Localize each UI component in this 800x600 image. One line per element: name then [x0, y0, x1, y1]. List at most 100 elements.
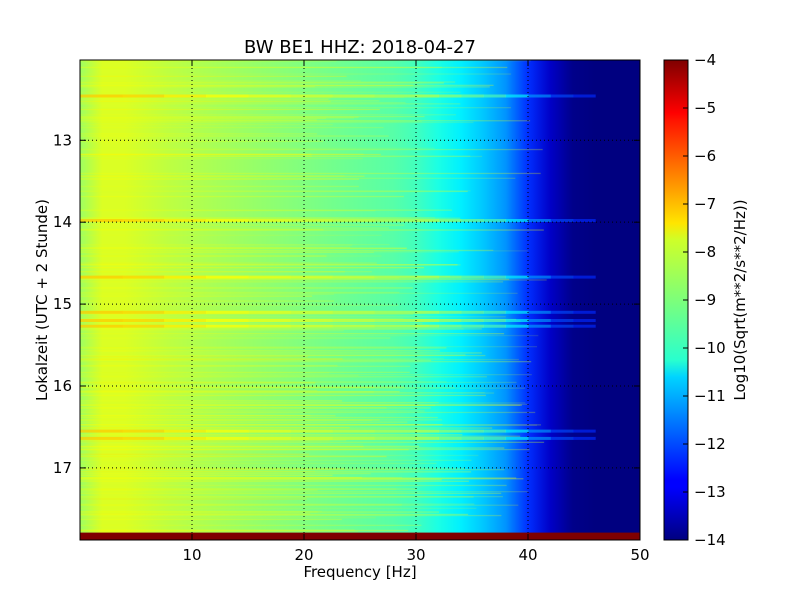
event-band-segment	[572, 219, 596, 222]
event-band-segment	[332, 324, 375, 328]
event-band-segment	[248, 436, 291, 440]
noise-streak	[80, 415, 336, 417]
noise-streak	[80, 449, 409, 451]
noise-streak	[80, 354, 486, 357]
noise-streak	[80, 424, 537, 426]
colorbar-tick-label: −8	[694, 243, 716, 261]
event-band-segment	[248, 310, 291, 314]
y-axis: 13 14 15 16 17	[53, 131, 640, 477]
noise-streak	[80, 86, 315, 88]
noise-streak	[80, 249, 494, 251]
plot-area	[80, 60, 640, 540]
noise-streak	[80, 472, 371, 475]
event-band-segment	[416, 94, 439, 98]
noise-streak	[80, 356, 308, 358]
colorbar-tick-label: −14	[694, 531, 726, 549]
noise-streak	[80, 217, 461, 219]
noise-streak	[80, 172, 541, 175]
noise-streak	[80, 513, 311, 515]
noise-streak	[80, 467, 465, 470]
event-band-segment	[438, 275, 462, 279]
noise-streak	[80, 108, 380, 111]
noise-streak	[80, 190, 468, 193]
noise-streak	[80, 155, 312, 157]
noise-streak	[80, 376, 487, 378]
event-band-segment	[332, 94, 375, 98]
noise-streak	[80, 86, 490, 88]
noise-streak	[80, 504, 519, 506]
noise-streak	[80, 414, 311, 417]
noise-streak	[80, 292, 518, 294]
event-band-segment	[438, 436, 462, 440]
colorbar-tick-label: −5	[694, 99, 716, 117]
event-band-segment	[550, 94, 574, 98]
event-band-segment	[528, 319, 551, 322]
noise-streak	[80, 392, 485, 394]
event-band-segment	[550, 310, 574, 314]
event-band-segment	[438, 219, 462, 222]
x-tick-label: 40	[518, 546, 537, 564]
noise-streak	[80, 476, 362, 479]
noise-streak	[80, 244, 390, 246]
grid-lines	[80, 60, 640, 540]
colorbar-label: Log10(Sqrt(m**2/s**2/Hz))	[731, 199, 749, 400]
noise-streak	[80, 357, 444, 360]
event-band-segment	[122, 219, 165, 222]
x-tick-label: 50	[630, 546, 649, 564]
event-band-segment	[122, 324, 165, 328]
event-band-segment	[416, 319, 439, 322]
noise-streak	[80, 60, 531, 62]
event-band-segment	[164, 310, 207, 314]
event-band-segment	[164, 219, 207, 222]
colorbar-ticks: −4 −5 −6 −7 −8 −9 −10 −11 −12 −13 −14	[683, 51, 726, 549]
event-band-segment	[483, 429, 507, 433]
x-tick-label: 10	[182, 546, 201, 564]
noise-streak	[80, 404, 521, 406]
noise-streak	[80, 389, 318, 392]
noise-streak	[80, 503, 475, 505]
noise-streak	[80, 119, 317, 121]
noise-streak	[80, 386, 405, 388]
event-band-segment	[248, 429, 291, 433]
noise-streak	[80, 427, 350, 429]
event-band-segment	[248, 324, 291, 328]
event-band-segment	[572, 275, 596, 279]
noise-streak	[80, 455, 386, 457]
noise-streak	[80, 448, 530, 451]
noise-streak	[80, 84, 494, 86]
colorbar-tick-label: −10	[694, 339, 726, 357]
noise-streak	[80, 492, 502, 494]
noise-streak	[80, 434, 463, 436]
event-band-segment	[206, 324, 249, 328]
noise-streak	[80, 456, 387, 458]
event-band-segment	[528, 324, 551, 328]
noise-streak	[80, 484, 507, 487]
event-band-segment	[505, 219, 529, 222]
y-axis-label: Lokalzeit (UTC + 2 Stunde)	[33, 199, 51, 401]
plot-frame	[79, 59, 641, 541]
noise-streak	[80, 447, 505, 449]
event-band-segment	[164, 275, 207, 279]
noise-streak	[80, 120, 422, 123]
noise-streak	[80, 510, 322, 513]
x-tick-label: 20	[294, 546, 313, 564]
noise-streak	[80, 287, 413, 289]
noise-streak	[80, 329, 344, 332]
noise-streak	[80, 190, 471, 192]
noise-streak	[80, 120, 531, 122]
event-band-segment	[374, 324, 417, 328]
noise-streak	[80, 124, 333, 126]
saturated-band	[80, 532, 640, 540]
noise-streak	[80, 209, 452, 211]
noise-streak	[80, 358, 343, 360]
event-band-segment	[416, 436, 439, 440]
noise-streak	[80, 435, 521, 437]
event-band-segment	[528, 436, 551, 440]
noise-streak	[80, 439, 347, 441]
noise-streak	[80, 488, 417, 490]
noise-streak	[80, 365, 411, 367]
noise-streak	[80, 391, 374, 393]
event-band-segment	[438, 429, 462, 433]
event-band-segment	[164, 94, 207, 98]
